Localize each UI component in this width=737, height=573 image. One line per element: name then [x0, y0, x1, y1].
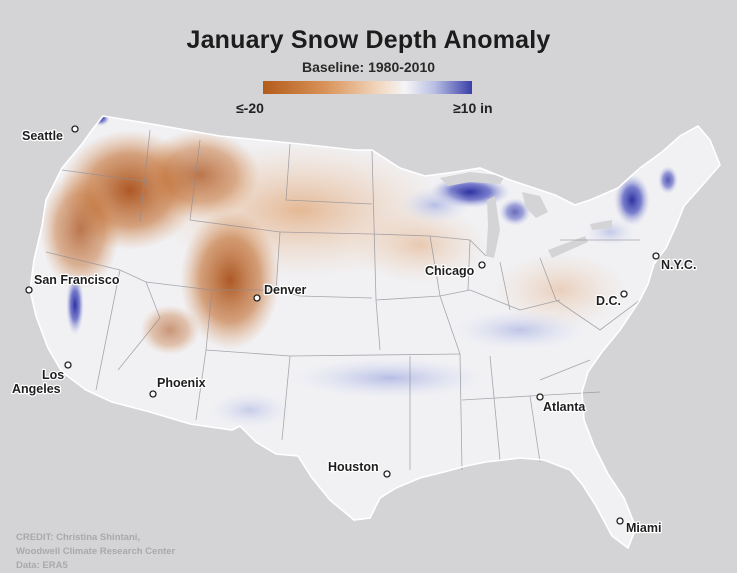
city-marker: [64, 361, 72, 369]
tan-region-appalachia: [490, 250, 630, 330]
anomaly-layer: [40, 116, 678, 428]
city-marker: [652, 252, 660, 260]
credit-block: CREDIT: Christina Shintani, Woodwell Cli…: [16, 531, 175, 573]
city-label-denver: Denver: [264, 283, 307, 297]
city-marker: [25, 286, 33, 294]
brown-region-rockies: [180, 210, 280, 350]
map-title: January Snow Depth Anomaly: [186, 26, 551, 54]
city-phoenix: Phoenix: [149, 375, 207, 398]
city-label-san-francisco: San Francisco: [34, 273, 120, 287]
city-markers: Seattle San Francisco Los Angeles Phoeni…: [11, 125, 698, 536]
blue-region-washington: [90, 116, 110, 126]
city-label-miami: Miami: [626, 521, 661, 535]
lightblue-region-new-mexico: [210, 392, 290, 428]
credit-data-source: Data: ERA5: [16, 560, 68, 571]
legend-color-bar: [263, 81, 472, 94]
city-label-los-angeles: Angeles: [12, 382, 61, 396]
city-marker: [71, 125, 79, 133]
city-marker: [620, 290, 628, 298]
city-label-seattle: Seattle: [22, 129, 63, 143]
city-label-nyc: N.Y.C.: [661, 258, 696, 272]
blue-region-new-york: [614, 174, 650, 226]
tan-region-iowa: [350, 205, 490, 285]
blue-region-vermont: [658, 166, 678, 194]
legend-max-label: ≥10 in: [453, 100, 493, 116]
city-nyc: N.Y.C.: [652, 252, 698, 273]
city-marker: [536, 393, 544, 401]
city-denver: Denver: [253, 282, 308, 302]
lightblue-region-ohio-valley: [455, 310, 585, 350]
lightblue-region-south-central: [295, 358, 485, 398]
city-los-angeles: Los Angeles: [11, 361, 72, 397]
lightblue-region-wisconsin: [400, 187, 470, 223]
brown-region-utah: [140, 305, 200, 355]
brown-region-cascades: [40, 170, 120, 290]
city-marker: [383, 470, 391, 478]
city-marker: [149, 390, 157, 398]
legend-min-label: ≤-20: [236, 100, 264, 116]
city-label-atlanta: Atlanta: [543, 400, 586, 414]
blue-region-sierra: [66, 275, 84, 335]
city-miami: Miami: [616, 517, 663, 536]
city-marker: [253, 294, 261, 302]
city-label-dc: D.C.: [596, 294, 621, 308]
city-san-francisco: San Francisco: [25, 272, 121, 294]
city-label-chicago: Chicago: [425, 264, 475, 278]
city-houston: Houston: [327, 459, 391, 478]
credit-line: CREDIT: Christina Shintani,: [16, 532, 141, 543]
city-marker: [478, 261, 486, 269]
city-label-houston: Houston: [328, 460, 379, 474]
state-borders: [45, 129, 641, 471]
city-chicago: Chicago: [424, 261, 486, 279]
city-atlanta: Atlanta: [536, 393, 588, 415]
blue-region-michigan: [499, 198, 531, 226]
city-label-phoenix: Phoenix: [157, 376, 206, 390]
brown-region-montana: [140, 130, 260, 220]
city-label-los-angeles: Los: [42, 368, 64, 382]
credit-line: Woodwell Climate Research Center: [16, 546, 176, 557]
great-lakes: [440, 172, 612, 258]
city-dc: D.C.: [595, 290, 628, 309]
map-subtitle: Baseline: 1980-2010: [301, 59, 436, 75]
city-seattle: Seattle: [21, 125, 79, 144]
city-marker: [616, 517, 624, 525]
